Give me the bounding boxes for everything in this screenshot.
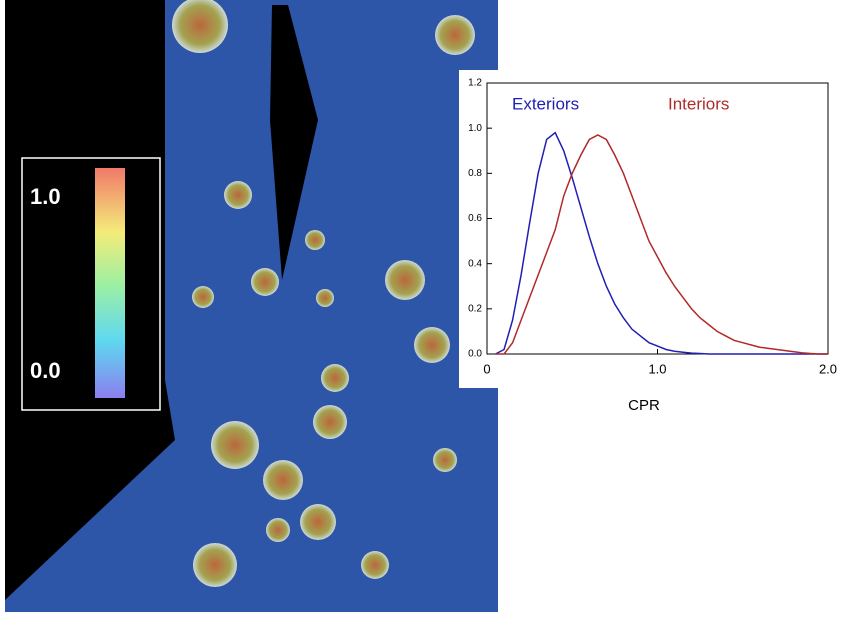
colorbar-box: 1.0 0.0 — [21, 157, 161, 411]
y-tick-label: 0.4 — [468, 258, 482, 269]
x-tick-label: 1.0 — [648, 361, 666, 376]
x-axis-label: CPR — [628, 397, 660, 414]
legend-label: Interiors — [668, 94, 729, 113]
y-tick-label: 0.6 — [468, 213, 482, 224]
line-series — [495, 131, 828, 355]
line-series — [495, 134, 828, 355]
x-tick-label: 2.0 — [819, 361, 837, 376]
chart-panel — [459, 70, 846, 388]
y-tick-label: 1.0 — [468, 123, 482, 134]
craters — [172, 0, 475, 587]
no-data-region — [5, 0, 175, 600]
y-tick-label: 0.8 — [468, 168, 482, 179]
y-tick-label: 1.2 — [468, 78, 482, 89]
y-tick-label: 0.2 — [468, 303, 482, 314]
colorbar-max-label: 1.0 — [30, 184, 61, 209]
plot: 0.0 0.2 0.4 0.6 0.8 1.0 1.2 0 1.0 2.0 Exteriors Int… — [468, 78, 837, 377]
no-data-gap — [270, 5, 318, 280]
colorbar-min-label: 0.0 — [30, 358, 61, 383]
y-tick-label: 0.0 — [468, 349, 482, 360]
x-tick-label: 0 — [483, 361, 490, 376]
legend-label: Exteriors — [512, 94, 579, 113]
